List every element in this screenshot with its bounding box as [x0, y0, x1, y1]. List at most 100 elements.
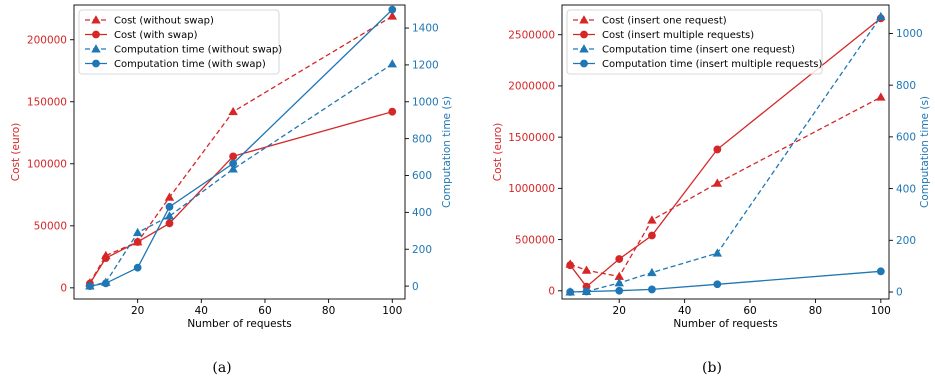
data-point [876, 267, 885, 276]
data-point [388, 5, 397, 14]
y-left-tick-label: 150000 [27, 96, 67, 108]
data-point [387, 11, 397, 20]
data-point [101, 279, 110, 288]
x-tick-label: 80 [322, 305, 335, 317]
data-point [876, 92, 886, 101]
data-point [387, 59, 397, 68]
data-point [647, 215, 657, 224]
panel-caption: (a) [212, 360, 231, 376]
y-left-axis-label: Cost (euro) [10, 123, 22, 182]
legend-box [566, 9, 823, 75]
series-line [569, 17, 882, 288]
y-right-tick-label: 400 [896, 183, 916, 195]
y-right-tick-label: 800 [896, 80, 916, 92]
y-right-tick-label: 1200 [412, 60, 439, 72]
x-axis-label: Number of requests [673, 318, 777, 330]
y-left-tick-label: 1500000 [508, 132, 555, 144]
legend-swatch-marker [579, 15, 589, 24]
y-right-axis-label: Computation time (s) [441, 96, 453, 208]
data-point [712, 248, 723, 257]
legend-swatch-marker [579, 44, 589, 53]
data-point [648, 231, 656, 240]
y-right-tick-label: 1400 [412, 23, 439, 35]
panel-b: 20 40 60 80 100 Number of requests 0 500000 1000… [492, 4, 931, 376]
x-tick-label: 80 [809, 305, 822, 317]
y-left-tick-label: 50000 [34, 221, 67, 233]
legend-swatch-marker [92, 59, 100, 68]
x-tick-label: 100 [871, 305, 891, 317]
data-point [133, 238, 142, 246]
plot-frame [73, 4, 406, 300]
series-1 [86, 107, 397, 288]
data-point [228, 164, 238, 173]
legend-swatch-marker [91, 44, 101, 53]
data-point [229, 152, 238, 161]
data-point [86, 282, 94, 290]
x-tick-label: 40 [678, 305, 691, 317]
data-point [712, 178, 723, 187]
data-point [165, 202, 174, 211]
legend-swatch-marker [92, 30, 100, 39]
y-right-tick-label: 0 [412, 281, 419, 293]
series-line [89, 63, 393, 287]
plot-frame [561, 4, 890, 300]
y-left-axis-label: Cost (euro) [492, 123, 504, 182]
x-tick-label: 40 [195, 305, 208, 317]
y-left-tick-label: 200000 [27, 34, 67, 46]
data-point [133, 263, 142, 272]
panel-a: 20 40 60 80 100 Number of requests 0 50000 1000 0… [10, 4, 453, 376]
data-point [566, 261, 575, 270]
legend: Cost (without swap) Cost (with swap) Compu… [78, 9, 282, 75]
x-tick-label: 60 [743, 305, 756, 317]
data-point [388, 107, 397, 116]
data-point [566, 288, 575, 296]
x-tick-label: 100 [382, 305, 402, 317]
y-right-tick-label: 200 [412, 244, 432, 256]
legend: Cost (insert one request) Cost (insert mu… [566, 9, 823, 75]
legend-label: Cost (with swap) [114, 30, 198, 41]
legend-label: Computation time (without swap) [114, 45, 282, 56]
series-line [569, 96, 882, 278]
y-left-tick-label: 1000000 [508, 183, 555, 195]
data-point [228, 106, 238, 116]
x-tick-label: 60 [258, 305, 271, 317]
y-right-tick-label: 1000 [896, 28, 923, 40]
series-3 [86, 5, 397, 290]
data-point [648, 285, 656, 294]
series-0 [565, 92, 886, 280]
data-point [581, 265, 592, 274]
data-point [876, 11, 886, 21]
y-left-tick-label: 0 [60, 283, 67, 295]
y-right-tick-label: 600 [896, 132, 916, 144]
y-right-axis-label: Computation time (s) [919, 96, 931, 208]
legend-swatch-marker [580, 30, 588, 39]
legend-label: Computation time (insert one request) [602, 45, 795, 56]
y-right-tick-label: 600 [412, 170, 432, 182]
data-point [713, 280, 722, 289]
data-point [165, 219, 174, 228]
data-point [582, 287, 591, 296]
y-right-tick-label: 1000 [412, 96, 439, 108]
legend-label: Computation time (with swap) [114, 59, 266, 70]
x-tick-label: 20 [131, 305, 144, 317]
data-point [101, 254, 110, 262]
y-right-tick-label: 200 [896, 235, 916, 247]
y-left-tick-label: 0 [548, 286, 555, 298]
x-axis-label: Number of requests [187, 318, 291, 330]
data-point [614, 278, 624, 287]
legend-swatch-marker [91, 15, 101, 24]
y-right-tick-label: 0 [896, 287, 903, 299]
y-right-tick-label: 800 [412, 133, 432, 145]
series-3 [566, 267, 885, 296]
y-left-tick-label: 2000000 [508, 81, 555, 93]
data-point [132, 227, 143, 237]
series-line [570, 16, 882, 293]
series-line [89, 111, 393, 284]
legend-label: Cost (insert one request) [602, 16, 727, 27]
data-point [229, 159, 238, 168]
panel-caption: (b) [702, 360, 722, 376]
data-point [164, 192, 175, 201]
legend-label: Computation time (insert multiple reques… [602, 59, 823, 70]
series-2 [85, 59, 397, 290]
data-point [615, 286, 624, 295]
